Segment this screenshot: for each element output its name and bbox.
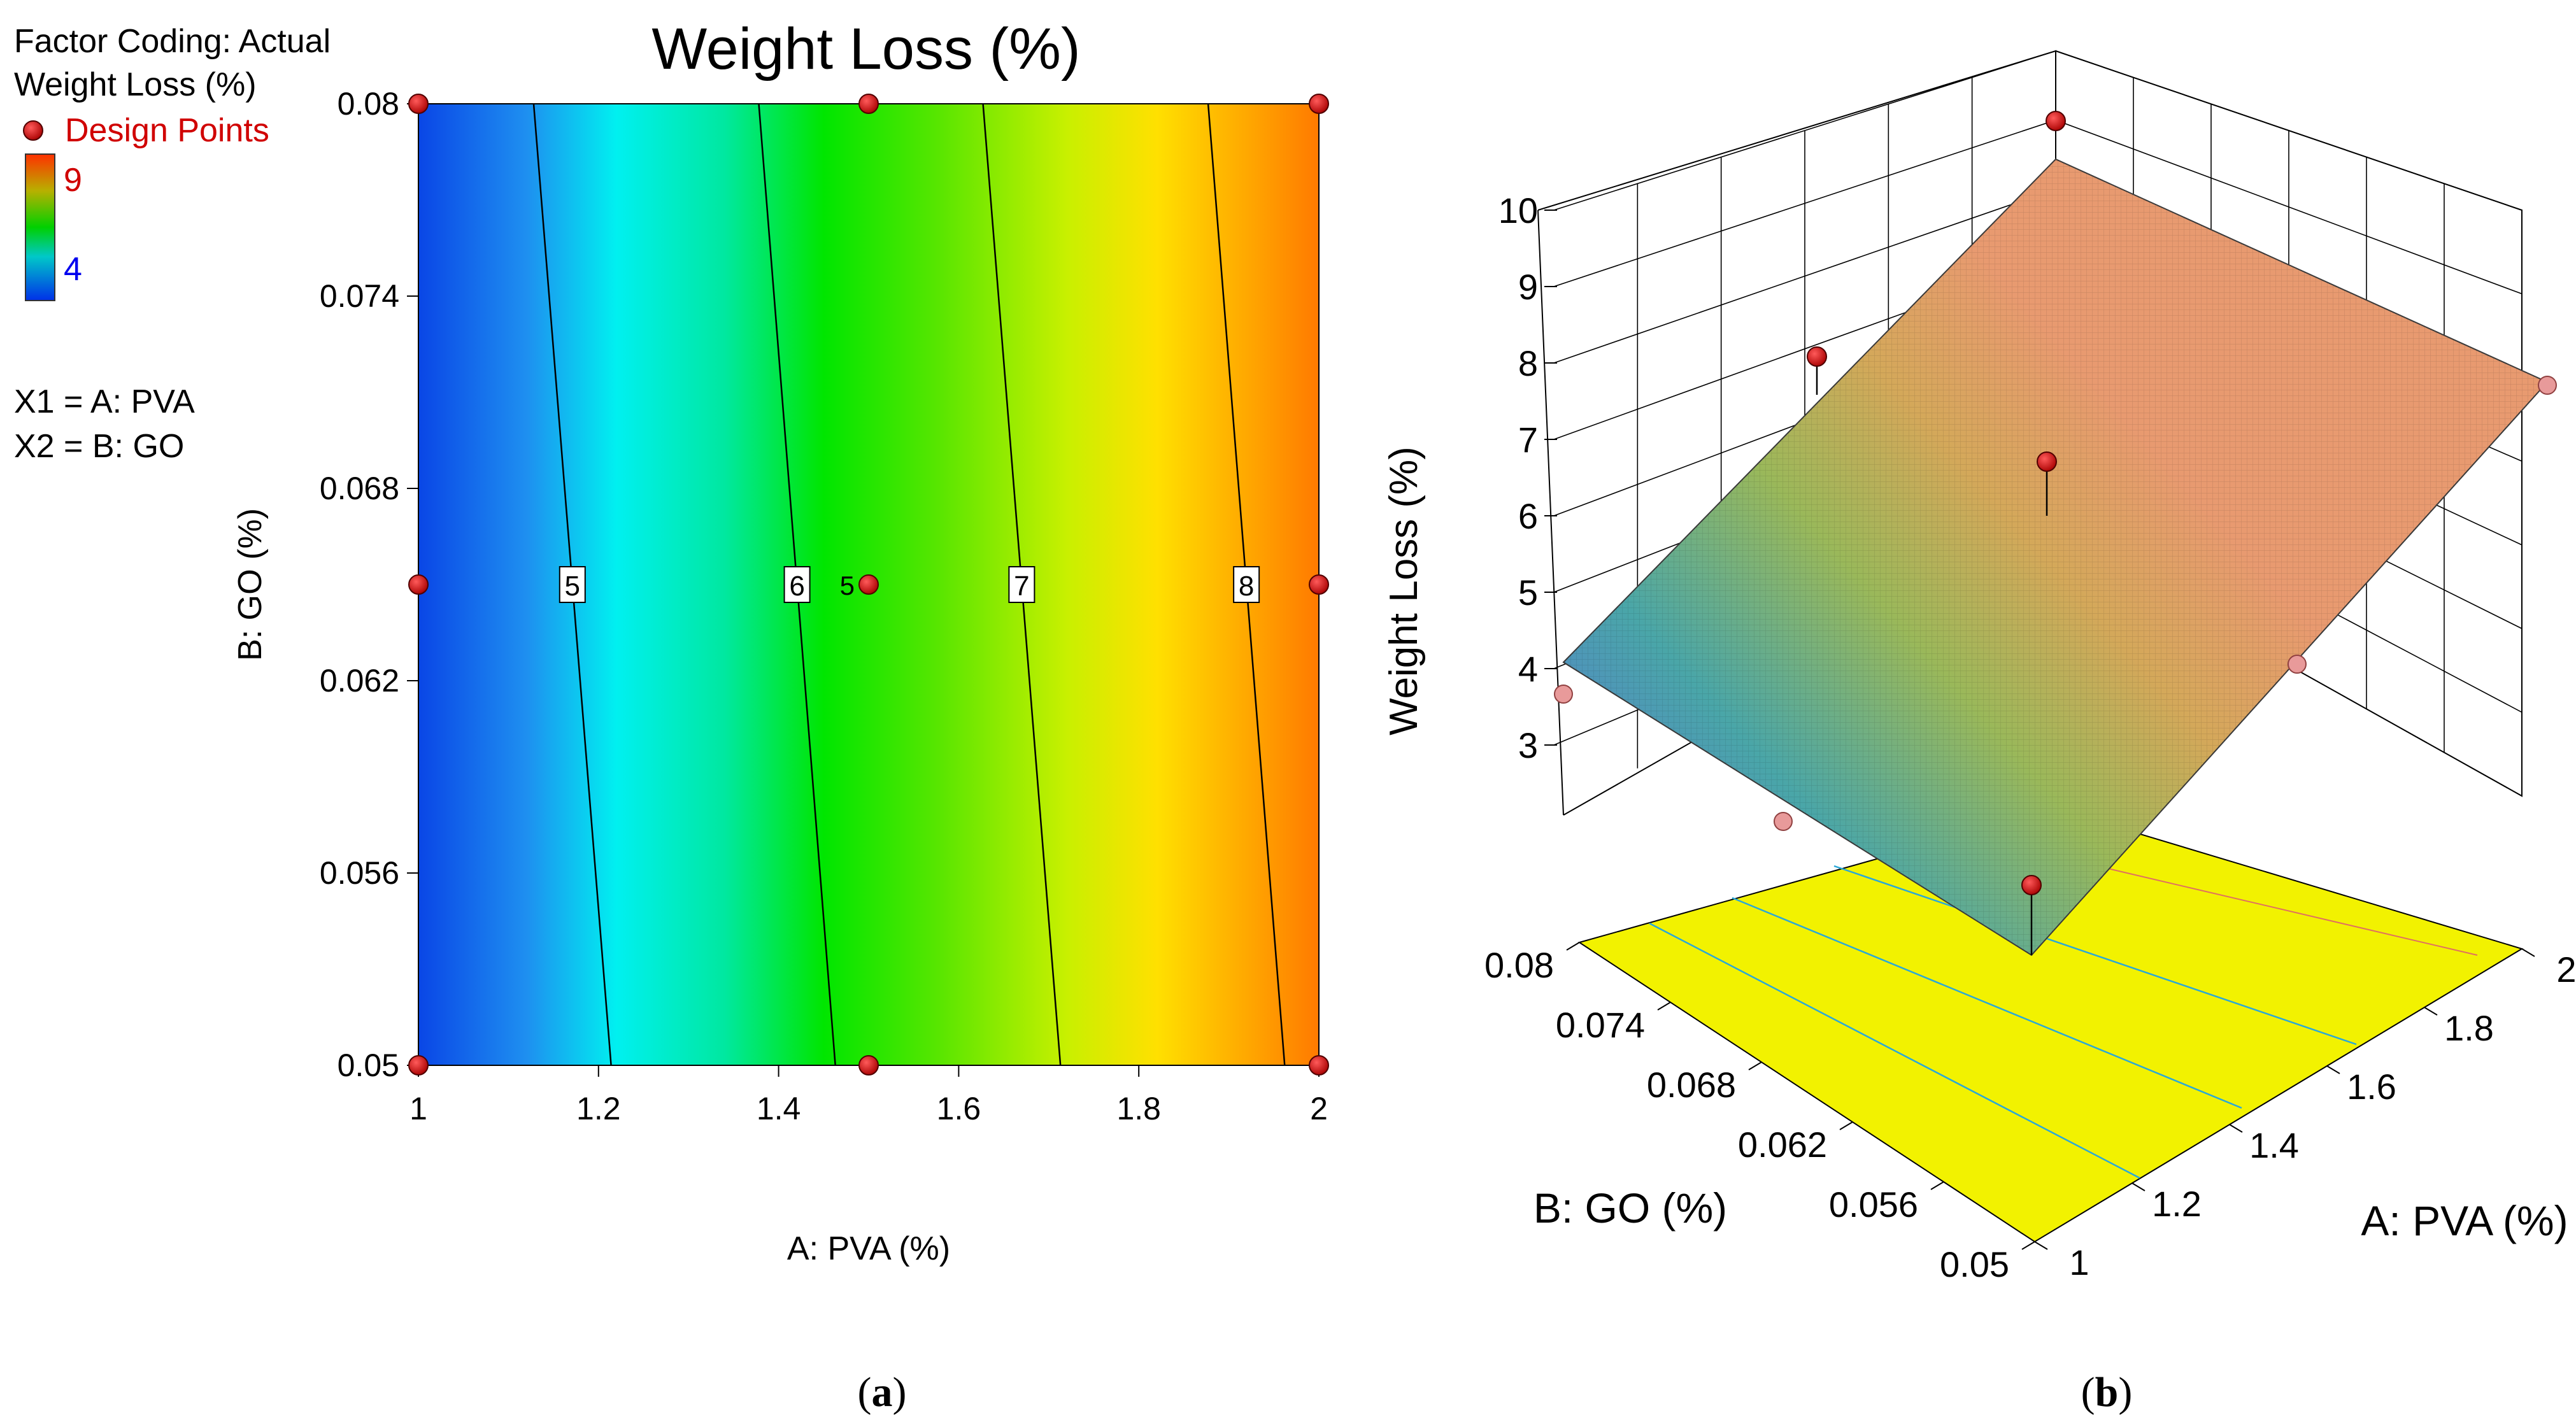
panel-b-zlabel: Weight Loss (%) [1382, 446, 1426, 735]
z-tick-label: 4 [1518, 649, 1538, 689]
z-tick-label: 10 [1498, 190, 1538, 231]
contour-label: 6 [789, 571, 804, 602]
design-point [408, 574, 429, 595]
y-tick-label: 0.056 [1829, 1184, 1918, 1225]
y-tick-label: 0.074 [1556, 1005, 1645, 1045]
legend-design-point-marker [23, 120, 43, 141]
y-tick-label: 0.08 [338, 86, 399, 122]
z-tick-label: 9 [1518, 267, 1538, 307]
design-point [408, 1055, 429, 1076]
z-tick-label: 7 [1518, 420, 1538, 460]
y-tick-label: 0.068 [1647, 1065, 1736, 1105]
y-tick-label: 0.062 [1738, 1125, 1827, 1165]
legend-scale-low: 4 [64, 251, 82, 288]
y-tick [1930, 1181, 1944, 1190]
design-point [858, 574, 879, 595]
x-tick-label: 1.2 [576, 1091, 621, 1126]
x-tick-label: 1.8 [1116, 1091, 1161, 1126]
legend-response: Weight Loss (%) [14, 66, 257, 103]
design-point-below [2538, 376, 2557, 395]
design-point-below [1554, 685, 1573, 704]
panel-b-xlabel: A: PVA (%) [2361, 1197, 2568, 1244]
x-tick [2326, 1065, 2340, 1074]
x-tick-label: 1 [409, 1091, 427, 1126]
surface-design-points [1554, 111, 2557, 955]
panel-a-contour: Weight Loss (%) Factor Coding: Actual We… [14, 17, 1329, 1267]
caption-a-letter: a [872, 1369, 893, 1416]
contour-label: 5 [565, 571, 580, 602]
x-tick-label: 1.4 [757, 1091, 801, 1126]
legend-design-points: Design Points [65, 112, 269, 149]
y-tick-label: 0.068 [320, 471, 399, 506]
x-tick [2131, 1182, 2145, 1191]
y-tick-label: 0.062 [320, 663, 399, 699]
y-tick-label: 0.05 [1940, 1244, 2009, 1284]
x-tick-label: 1.4 [2249, 1125, 2299, 1165]
design-point-below [2288, 655, 2307, 674]
svg-text:(a): (a) [858, 1369, 907, 1416]
contour-label-box [1233, 566, 1260, 603]
design-point [858, 94, 879, 114]
y-tick-label: 0.056 [320, 855, 399, 891]
design-point [2046, 111, 2066, 131]
z-tick-label: 5 [1518, 572, 1538, 613]
x-tick [2034, 1241, 2048, 1250]
x-tick [2521, 948, 2535, 957]
y-tick [1748, 1061, 1762, 1070]
legend-color-scale [25, 153, 55, 301]
caption-a: (a) [858, 1369, 907, 1416]
legend-coding: Factor Coding: Actual [14, 23, 331, 60]
x-tick-label: 2 [2556, 949, 2576, 990]
z-tick-label: 6 [1518, 496, 1538, 536]
response-surface-mesh [1563, 159, 2547, 955]
center-replicate-label: 5 [840, 571, 855, 600]
contour-label-box [1008, 566, 1035, 603]
design-point [2021, 875, 2042, 895]
caption-b: (b) [2081, 1369, 2133, 1416]
legend-factor-x1: X1 = A: PVA [14, 383, 195, 420]
panel-a-xlabel: A: PVA (%) [787, 1230, 950, 1267]
panel-a-title: Weight Loss (%) [651, 17, 1080, 82]
x-tick [2424, 1007, 2438, 1016]
design-point [2037, 451, 2057, 472]
y-tick [2021, 1241, 2035, 1250]
contour-label: 8 [1239, 571, 1254, 602]
x-tick-label: 1.6 [937, 1091, 981, 1126]
x-tick-label: 1.2 [2152, 1184, 2202, 1224]
design-point [408, 94, 429, 114]
y-tick-label: 0.074 [320, 278, 399, 314]
y-tick-label: 0.08 [1484, 945, 1554, 985]
x-tick-label: 1 [2069, 1242, 2089, 1282]
x-tick [2229, 1124, 2243, 1133]
y-tick [1657, 1002, 1671, 1011]
design-point [1807, 346, 1827, 367]
legend-factor-x2: X2 = B: GO [14, 428, 184, 465]
panel-b-ylabel: B: GO (%) [1534, 1184, 1727, 1232]
legend-scale-high: 9 [64, 162, 82, 199]
x-tick-label: 1.6 [2347, 1067, 2396, 1107]
design-point [1309, 574, 1329, 595]
floor-contour-lines [1649, 865, 2357, 1179]
z-tick-label: 3 [1518, 725, 1538, 765]
y-tick [1839, 1121, 1853, 1130]
contour-label-box [559, 566, 586, 603]
design-point [1309, 94, 1329, 114]
svg-text:(b): (b) [2081, 1369, 2133, 1416]
y-tick [1566, 942, 1580, 951]
design-point-below [1774, 812, 1793, 831]
design-point [858, 1055, 879, 1076]
design-point [1309, 1055, 1329, 1076]
panel-a-ylabel: B: GO (%) [232, 508, 269, 661]
contour-label-box [783, 566, 811, 603]
z-tick-label: 8 [1518, 343, 1538, 383]
caption-b-letter: b [2095, 1369, 2119, 1416]
contour-label: 7 [1014, 571, 1029, 602]
x-tick-label: 1.8 [2444, 1008, 2494, 1048]
y-tick-label: 0.05 [338, 1047, 399, 1083]
x-tick-label: 2 [1310, 1091, 1328, 1126]
